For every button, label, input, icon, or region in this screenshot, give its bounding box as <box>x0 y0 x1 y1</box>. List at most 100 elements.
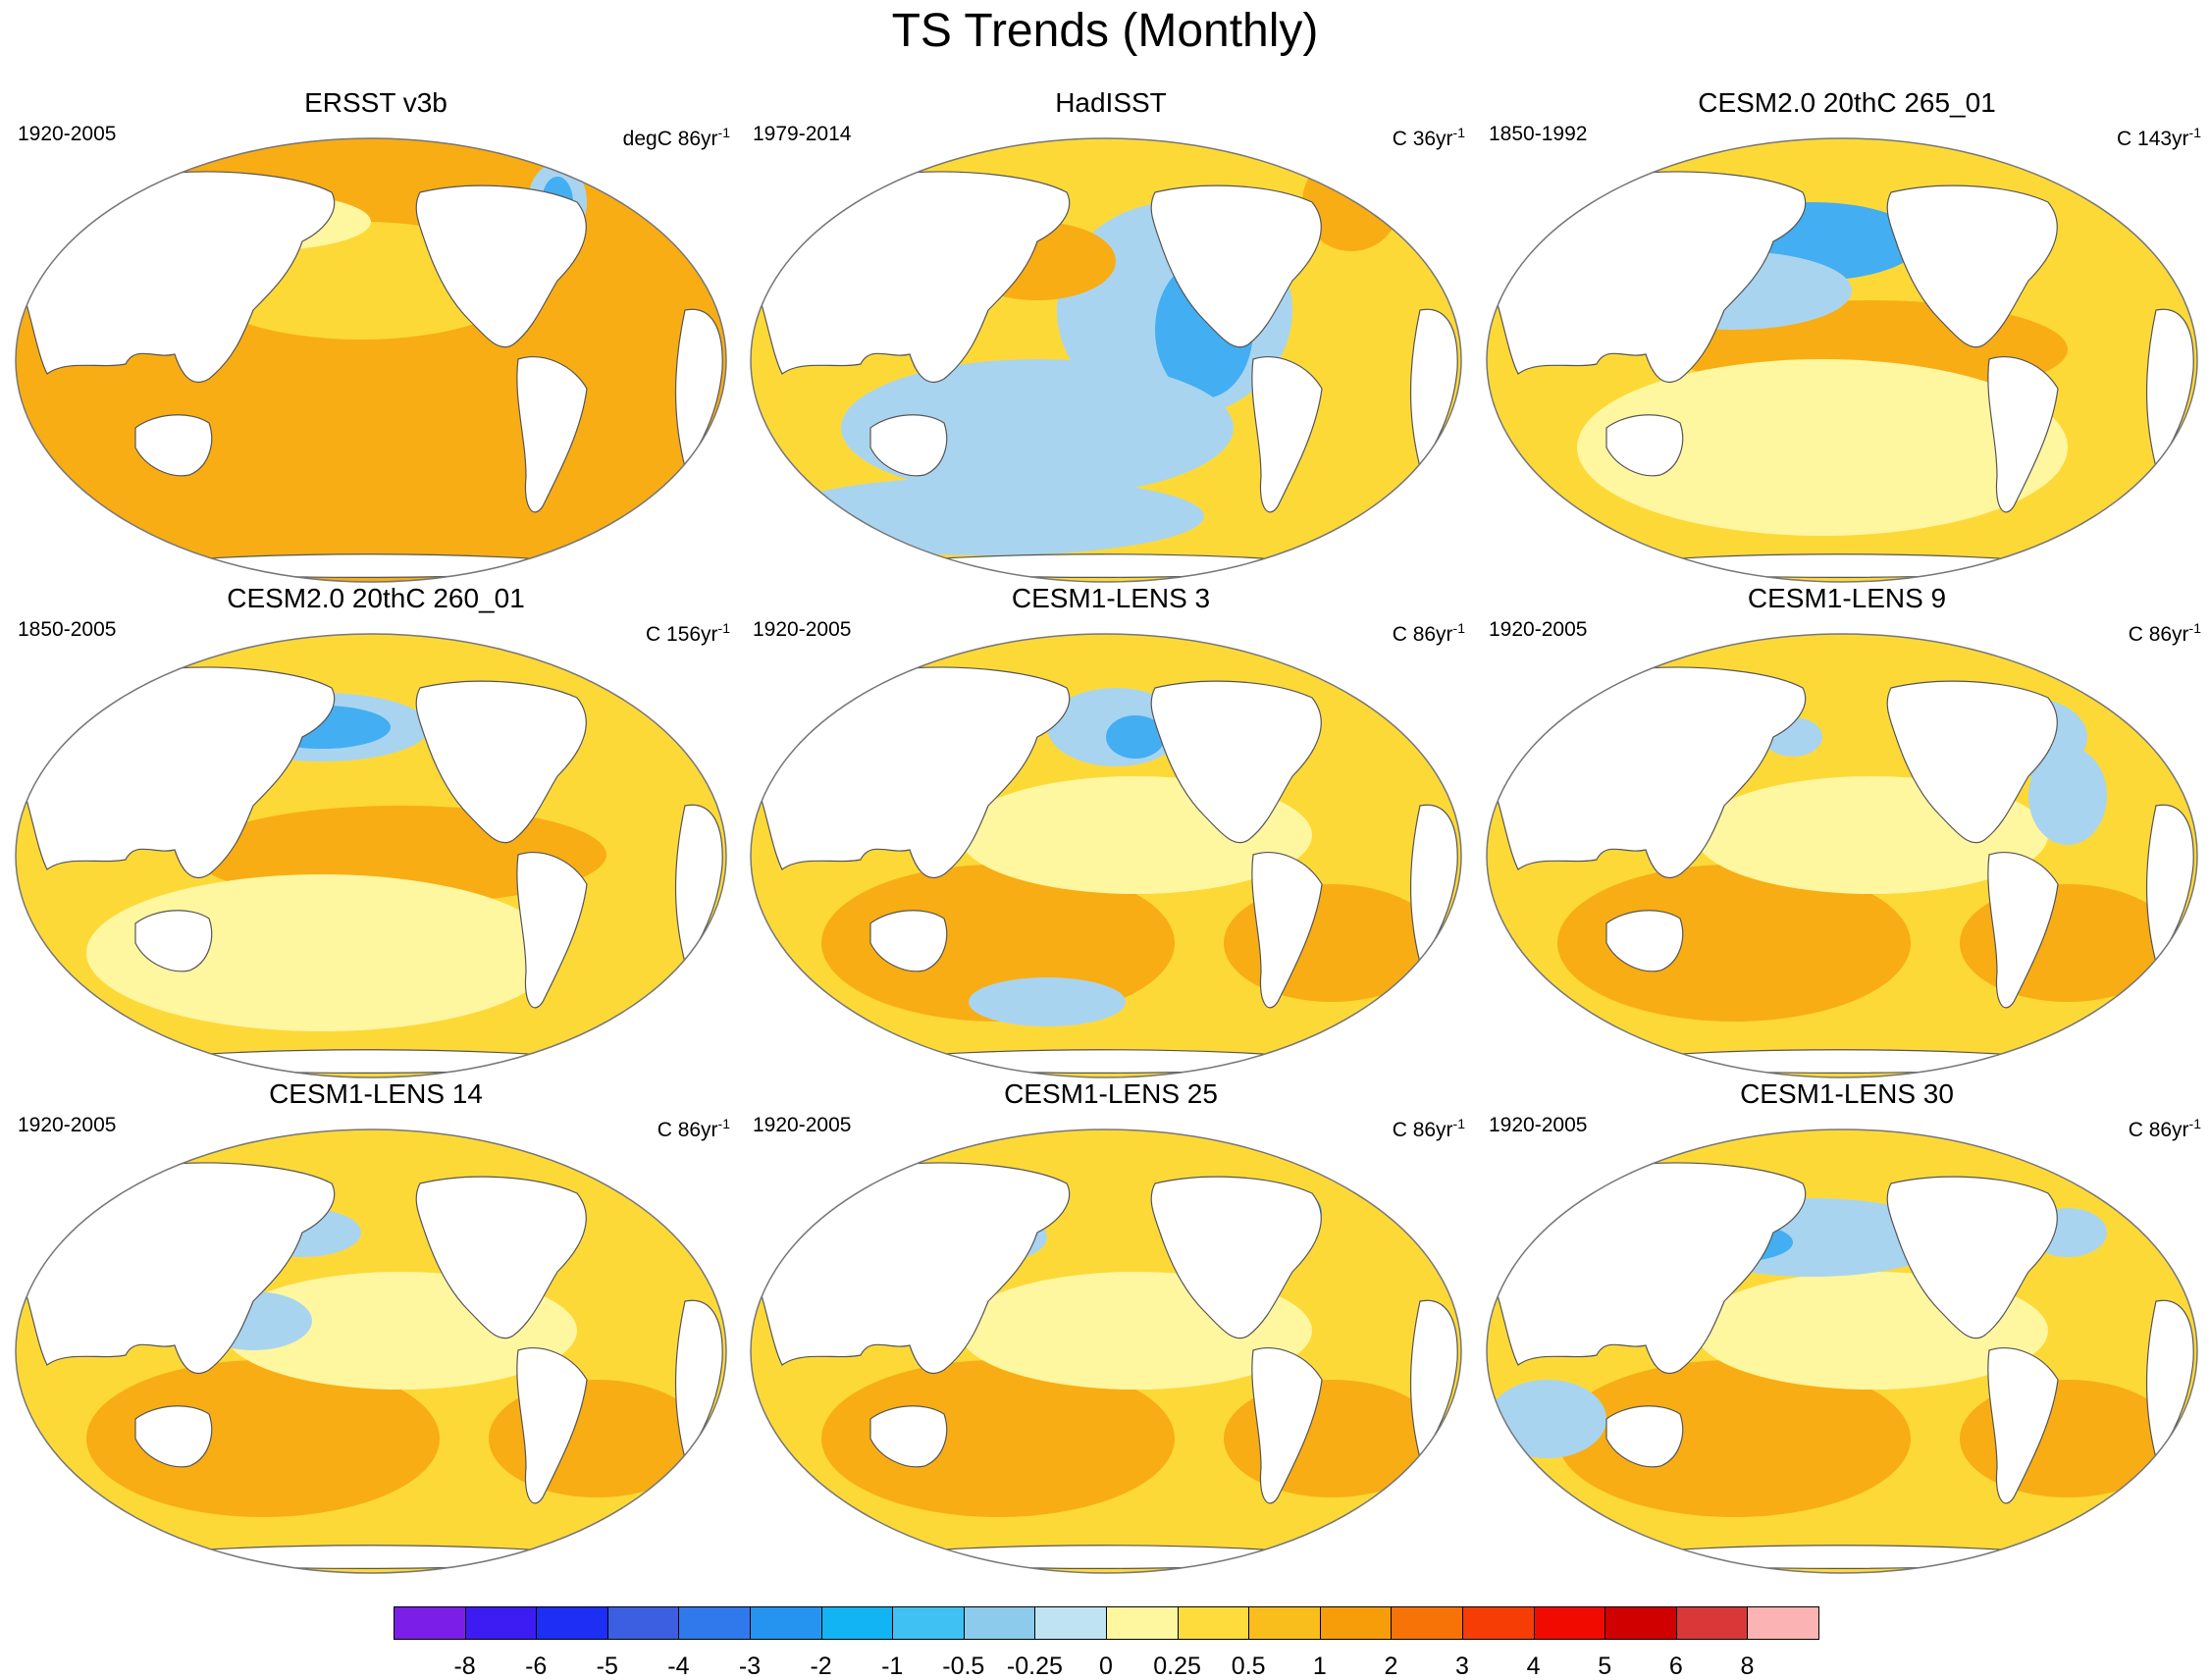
colorbar-tick-label: -6 <box>525 1653 548 1680</box>
panel-title: CESM1-LENS 14 <box>269 1078 483 1109</box>
land-mass <box>2145 804 2194 965</box>
anomaly-region <box>1489 1380 1606 1458</box>
colorbar-swatch <box>750 1606 822 1640</box>
panel-title: HadISST <box>1055 87 1167 118</box>
world-map <box>750 137 1462 583</box>
land-mass <box>415 680 587 844</box>
panel-units-text: C 86yr <box>2128 1119 2189 1141</box>
land-mass <box>860 553 1352 579</box>
land-mass <box>125 1049 617 1075</box>
world-map <box>15 633 727 1078</box>
panel-units-text: C 86yr <box>1392 1119 1453 1141</box>
colorbar-tick-label: 0 <box>1099 1653 1113 1680</box>
land-mass <box>125 1545 617 1570</box>
panel-units: C 86yr-1 <box>658 1111 730 1143</box>
colorbar-tick-label: -2 <box>810 1653 832 1680</box>
land-mass <box>516 356 588 513</box>
land-mass <box>1886 184 2058 348</box>
land-mass <box>1150 1176 1322 1339</box>
anomaly-region <box>969 977 1126 1026</box>
land-mass <box>860 1049 1352 1075</box>
colorbar-swatch <box>1675 1606 1749 1640</box>
panel-units-exponent: -1 <box>2188 125 2201 140</box>
map-panel: CESM1-LENS 30 1920-2005 C 86yr-1 <box>1479 1077 2210 1574</box>
colorbar-swatch <box>1533 1606 1606 1640</box>
colorbar-tick-label: 1 <box>1312 1653 1327 1680</box>
colorbar-tick-label: -0.25 <box>1006 1653 1063 1680</box>
panel-units: C 36yr-1 <box>1393 120 1465 152</box>
land-mass <box>415 184 587 348</box>
land-mass <box>1596 1545 2088 1570</box>
land-mass <box>860 1545 1352 1570</box>
land-mass <box>415 1176 587 1339</box>
map-border <box>1486 633 2198 1078</box>
figure-title: TS Trends (Monthly) <box>891 5 1319 57</box>
panel-units-text: C 86yr <box>657 1119 718 1141</box>
panel-units-exponent: -1 <box>717 125 730 140</box>
map-panel: CESM2.0 20thC 260_01 1850-2005 C 156yr-1 <box>8 582 744 1078</box>
panel-units-exponent: -1 <box>2188 1116 2201 1131</box>
panel-units: C 86yr-1 <box>1393 1111 1465 1143</box>
world-map <box>1486 1129 2198 1574</box>
land-mass <box>134 1405 213 1468</box>
anomaly-region <box>1106 715 1165 759</box>
panel-title: ERSST v3b <box>304 87 447 118</box>
land-mass <box>1987 852 2059 1009</box>
colorbar-tick-label: 3 <box>1455 1653 1469 1680</box>
colorbar-tick-label: -0.5 <box>942 1653 985 1680</box>
land-mass <box>1886 680 2058 844</box>
anomaly-region <box>86 1360 440 1517</box>
panel-units-text: C 86yr <box>1392 623 1453 646</box>
panel-units: degC 86yr-1 <box>623 120 730 152</box>
panel-units-text: C 86yr <box>2128 623 2189 646</box>
panel-period: 1920-2005 <box>1489 1114 1588 1136</box>
land-mass <box>1605 910 1684 972</box>
colorbar-tick-label: -4 <box>667 1653 690 1680</box>
colorbar-swatch <box>1177 1606 1250 1640</box>
panel-units: C 86yr-1 <box>2129 1111 2201 1143</box>
map-border <box>15 633 727 1078</box>
land-mass <box>674 804 723 965</box>
map-panel: CESM1-LENS 3 1920-2005 C 86yr-1 <box>743 582 1479 1078</box>
panel-title: CESM1-LENS 9 <box>1747 583 1947 613</box>
panel-period: 1920-2005 <box>18 123 117 145</box>
panel-units: C 86yr-1 <box>1393 615 1465 648</box>
land-mass <box>674 308 723 469</box>
map-border <box>750 633 1462 1078</box>
colorbar-swatch <box>606 1606 680 1640</box>
colorbar-tick-label: -3 <box>738 1653 762 1680</box>
map-panel: CESM1-LENS 14 1920-2005 C 86yr-1 <box>8 1077 744 1574</box>
land-mass <box>1886 1176 2058 1339</box>
panel-title: CESM2.0 20thC 265_01 <box>1698 87 1996 118</box>
colorbar-swatch <box>1106 1606 1179 1640</box>
land-mass <box>1987 1347 2059 1504</box>
map-panel: HadISST 1979-2014 C 36yr-1 <box>743 86 1479 583</box>
colorbar-swatch <box>892 1606 965 1640</box>
land-mass <box>516 1347 588 1504</box>
world-map <box>750 1129 1462 1574</box>
panel-units-exponent: -1 <box>1452 620 1465 636</box>
panel-period: 1920-2005 <box>1489 618 1588 641</box>
colorbar-tick-label: -1 <box>881 1653 904 1680</box>
colorbar-tick-label: 4 <box>1526 1653 1541 1680</box>
colorbar-swatch <box>464 1606 538 1640</box>
map-border <box>1486 137 2198 583</box>
colorbar-swatch <box>1248 1606 1321 1640</box>
world-map <box>1486 633 2198 1078</box>
map-panel: CESM1-LENS 9 1920-2005 C 86yr-1 <box>1479 582 2210 1078</box>
land-mass <box>134 910 213 972</box>
land-mass <box>869 1405 948 1468</box>
colorbar-swatch <box>536 1606 608 1640</box>
world-map <box>15 1129 727 1574</box>
colorbar-swatch <box>1319 1606 1393 1640</box>
colorbar-swatch <box>678 1606 751 1640</box>
land-mass <box>1150 680 1322 844</box>
colorbar-swatch <box>1605 1606 1677 1640</box>
anomaly-region <box>2028 747 2107 845</box>
map-border <box>750 1129 1462 1574</box>
land-mass <box>1409 1299 1458 1460</box>
colorbar-swatch <box>1462 1606 1535 1640</box>
land-mass <box>1251 852 1323 1009</box>
panel-period: 1979-2014 <box>753 123 852 145</box>
land-mass <box>125 553 617 579</box>
